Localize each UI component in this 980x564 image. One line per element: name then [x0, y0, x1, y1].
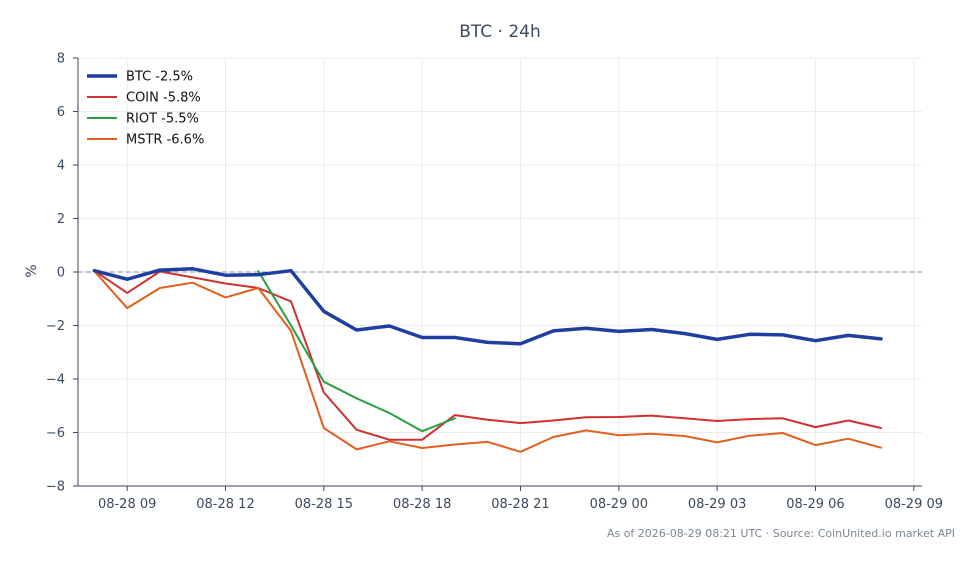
x-tick-label: 08-28 09	[98, 497, 156, 512]
y-tick-label: −6	[46, 426, 65, 441]
y-tick-label: 6	[57, 105, 65, 120]
x-tick-label: 08-29 09	[885, 497, 943, 512]
x-tick-label: 08-28 18	[393, 497, 451, 512]
y-tick-label: −2	[46, 319, 65, 334]
x-tick-label: 08-29 06	[786, 497, 844, 512]
x-tick-label: 08-28 15	[295, 497, 353, 512]
y-tick-labels: 8 6 4 2 0 −2 −4 −6 −8	[46, 52, 65, 495]
x-tick-label: 08-29 03	[688, 497, 746, 512]
legend-label-riot: RIOT -5.5%	[126, 112, 199, 127]
series-line-mstr	[93, 270, 882, 453]
y-tick-label: 4	[57, 159, 65, 174]
y-tick-label: 8	[57, 52, 65, 67]
x-tick-label: 08-29 00	[590, 497, 648, 512]
series-line-riot	[257, 270, 456, 433]
legend: BTC -2.5% COIN -5.8% RIOT -5.5% MSTR -6.6%	[87, 70, 204, 148]
legend-label-btc: BTC -2.5%	[126, 70, 193, 85]
y-tick-label: 2	[57, 212, 65, 227]
series-line-coin	[93, 269, 882, 441]
x-tick-labels: 08-28 09 08-28 12 08-28 15 08-28 18 08-28 21…	[98, 497, 943, 512]
y-tick-label: −4	[46, 373, 65, 388]
legend-label-coin: COIN -5.8%	[126, 91, 201, 106]
series-lines	[92, 267, 883, 453]
source-footer: As of 2026-08-29 08:21 UTC · Source: Coi…	[607, 527, 955, 540]
series-line-btc	[92, 267, 883, 346]
legend-label-mstr: MSTR -6.6%	[126, 133, 204, 148]
y-tick-label: −8	[46, 480, 65, 495]
x-tick-label: 08-28 21	[491, 497, 549, 512]
y-tick-label: 0	[57, 266, 65, 281]
y-axis-label: %	[24, 264, 40, 277]
chart-title: BTC · 24h	[459, 22, 541, 42]
axes	[73, 57, 922, 491]
x-tick-label: 08-28 12	[196, 497, 254, 512]
